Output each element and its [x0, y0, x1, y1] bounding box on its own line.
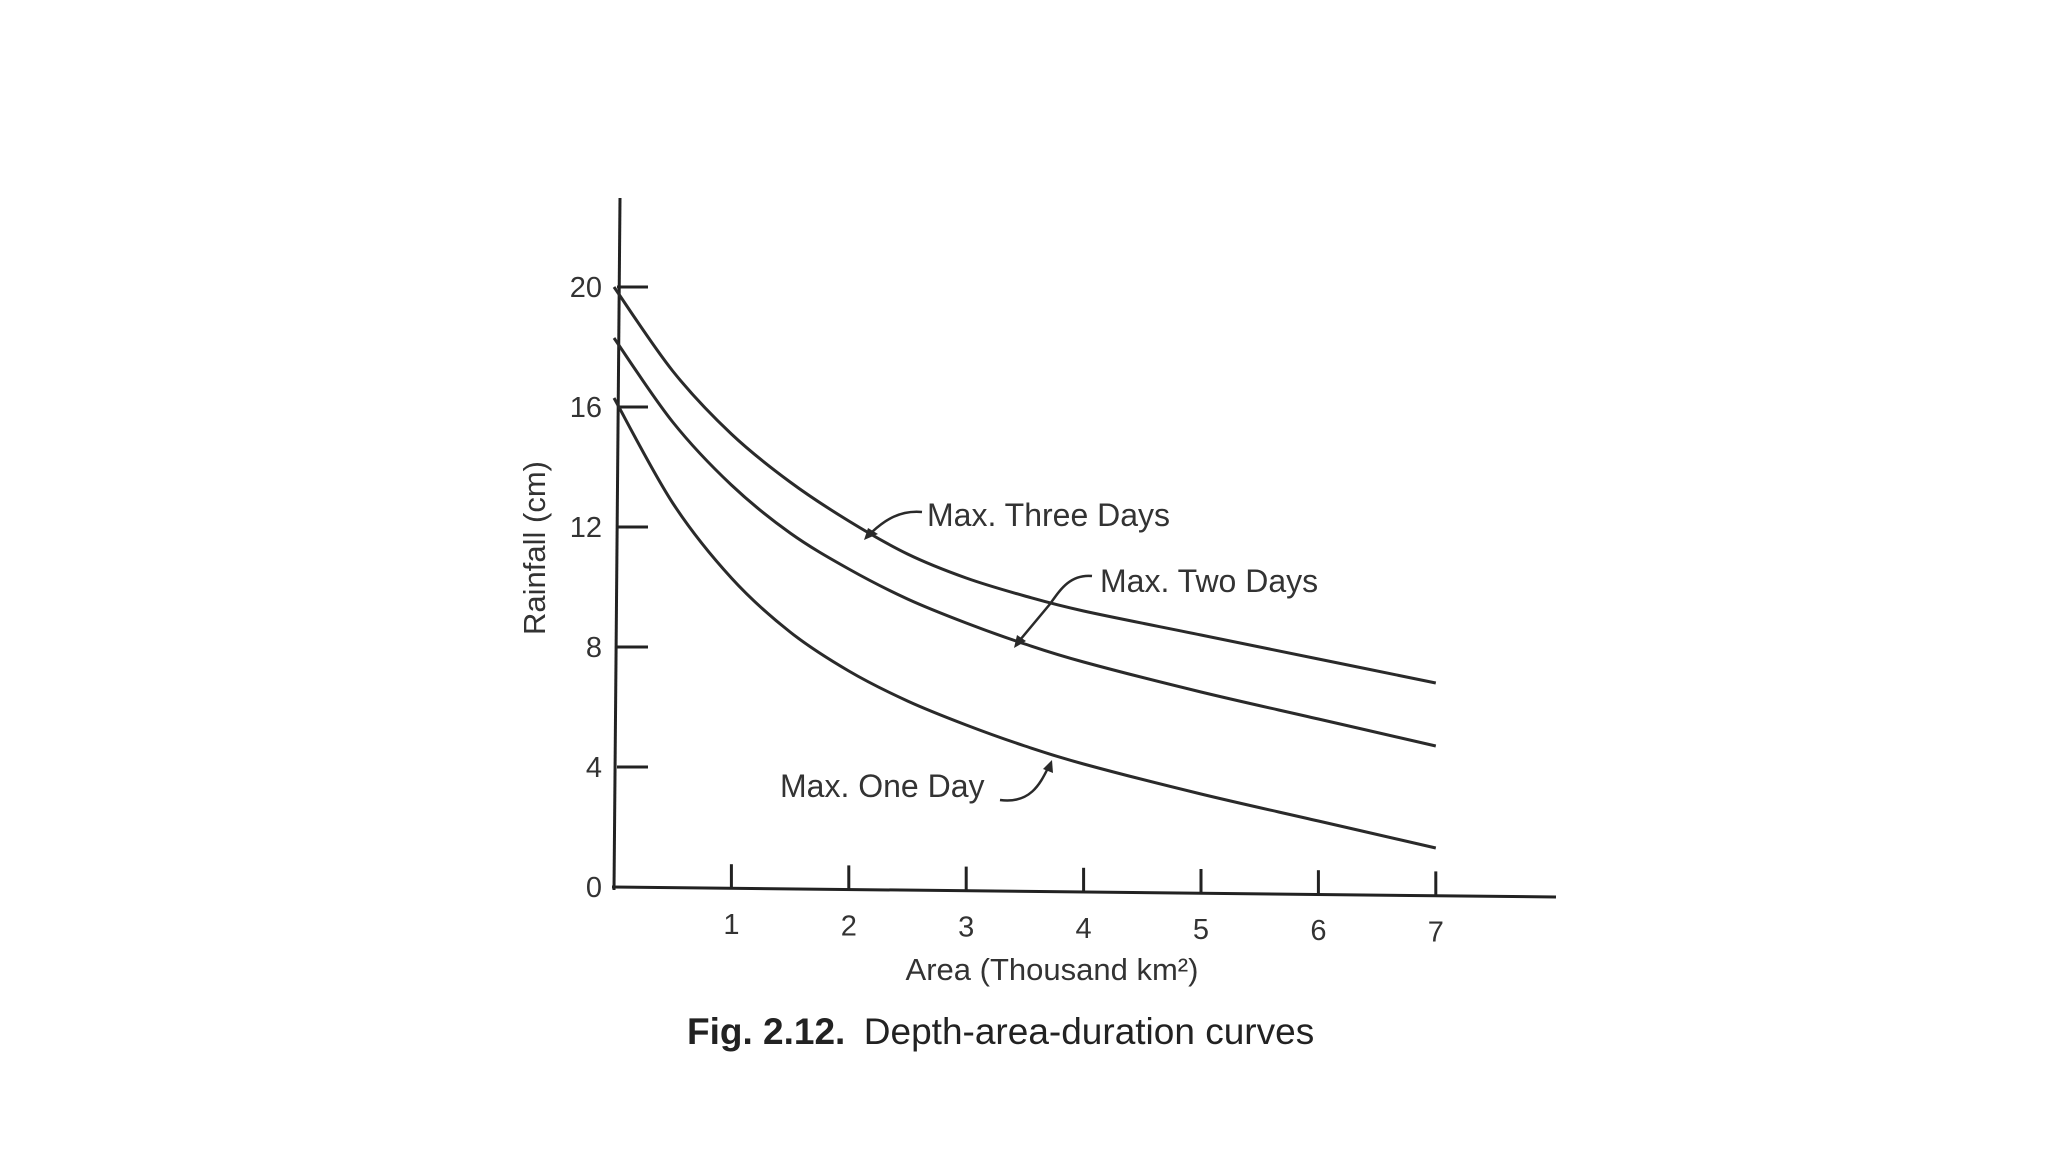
- x-tick-label: 3: [958, 912, 974, 944]
- curve-max-three-days: [612, 286, 1437, 685]
- arrowhead-two-days: [1014, 635, 1026, 648]
- leader-arrow-three-days: [871, 510, 923, 533]
- x-axis: [611, 885, 1557, 899]
- y-tick-label: 8: [586, 632, 602, 664]
- x-tick-label: 4: [1076, 913, 1092, 945]
- annotation-max-two-days: Max. Two Days: [1014, 563, 1318, 648]
- y-axis-title: Rainfall (cm): [517, 461, 552, 635]
- x-axis-title: Area (Thousand km²): [906, 952, 1199, 987]
- label-max-two-days: Max. Two Days: [1100, 563, 1318, 599]
- x-tick-label: 6: [1310, 915, 1326, 947]
- x-tick-label: 5: [1193, 914, 1209, 946]
- leader-arrow-one-day: [999, 767, 1050, 802]
- leader-arrow-two-days: [1019, 574, 1093, 641]
- label-max-one-day: Max. One Day: [780, 768, 985, 804]
- arrowhead-one-day: [1043, 760, 1053, 773]
- x-tick-label: 1: [723, 909, 739, 941]
- x-tick-label: 7: [1428, 916, 1444, 948]
- y-tick-label: 4: [586, 752, 602, 784]
- y-tick-label: 12: [570, 512, 602, 544]
- y-tick-label: 16: [570, 392, 602, 424]
- x-axis-ticks: 1 2 3 4 5 6 7: [723, 864, 1444, 948]
- figure-caption: Fig. 2.12. Depth-area-duration curves: [687, 1011, 1314, 1052]
- annotation-max-three-days: Max. Three Days: [864, 497, 1170, 540]
- y-tick-label: 20: [570, 272, 602, 304]
- x-tick-label: 2: [841, 910, 857, 942]
- y-axis: [612, 197, 622, 891]
- label-max-three-days: Max. Three Days: [927, 497, 1170, 533]
- y-tick-label: 0: [586, 872, 602, 904]
- caption-number: Fig. 2.12.: [687, 1011, 845, 1052]
- annotation-max-one-day: Max. One Day: [780, 760, 1053, 804]
- curve-max-one-day: [612, 397, 1437, 850]
- arrowhead-three-days: [864, 528, 878, 540]
- y-axis-ticks: 0 4 8 12 16 20: [570, 272, 648, 904]
- series-curves: [612, 286, 1437, 850]
- curve-max-two-days: [612, 337, 1437, 748]
- caption-text: Depth-area-duration curves: [864, 1011, 1314, 1052]
